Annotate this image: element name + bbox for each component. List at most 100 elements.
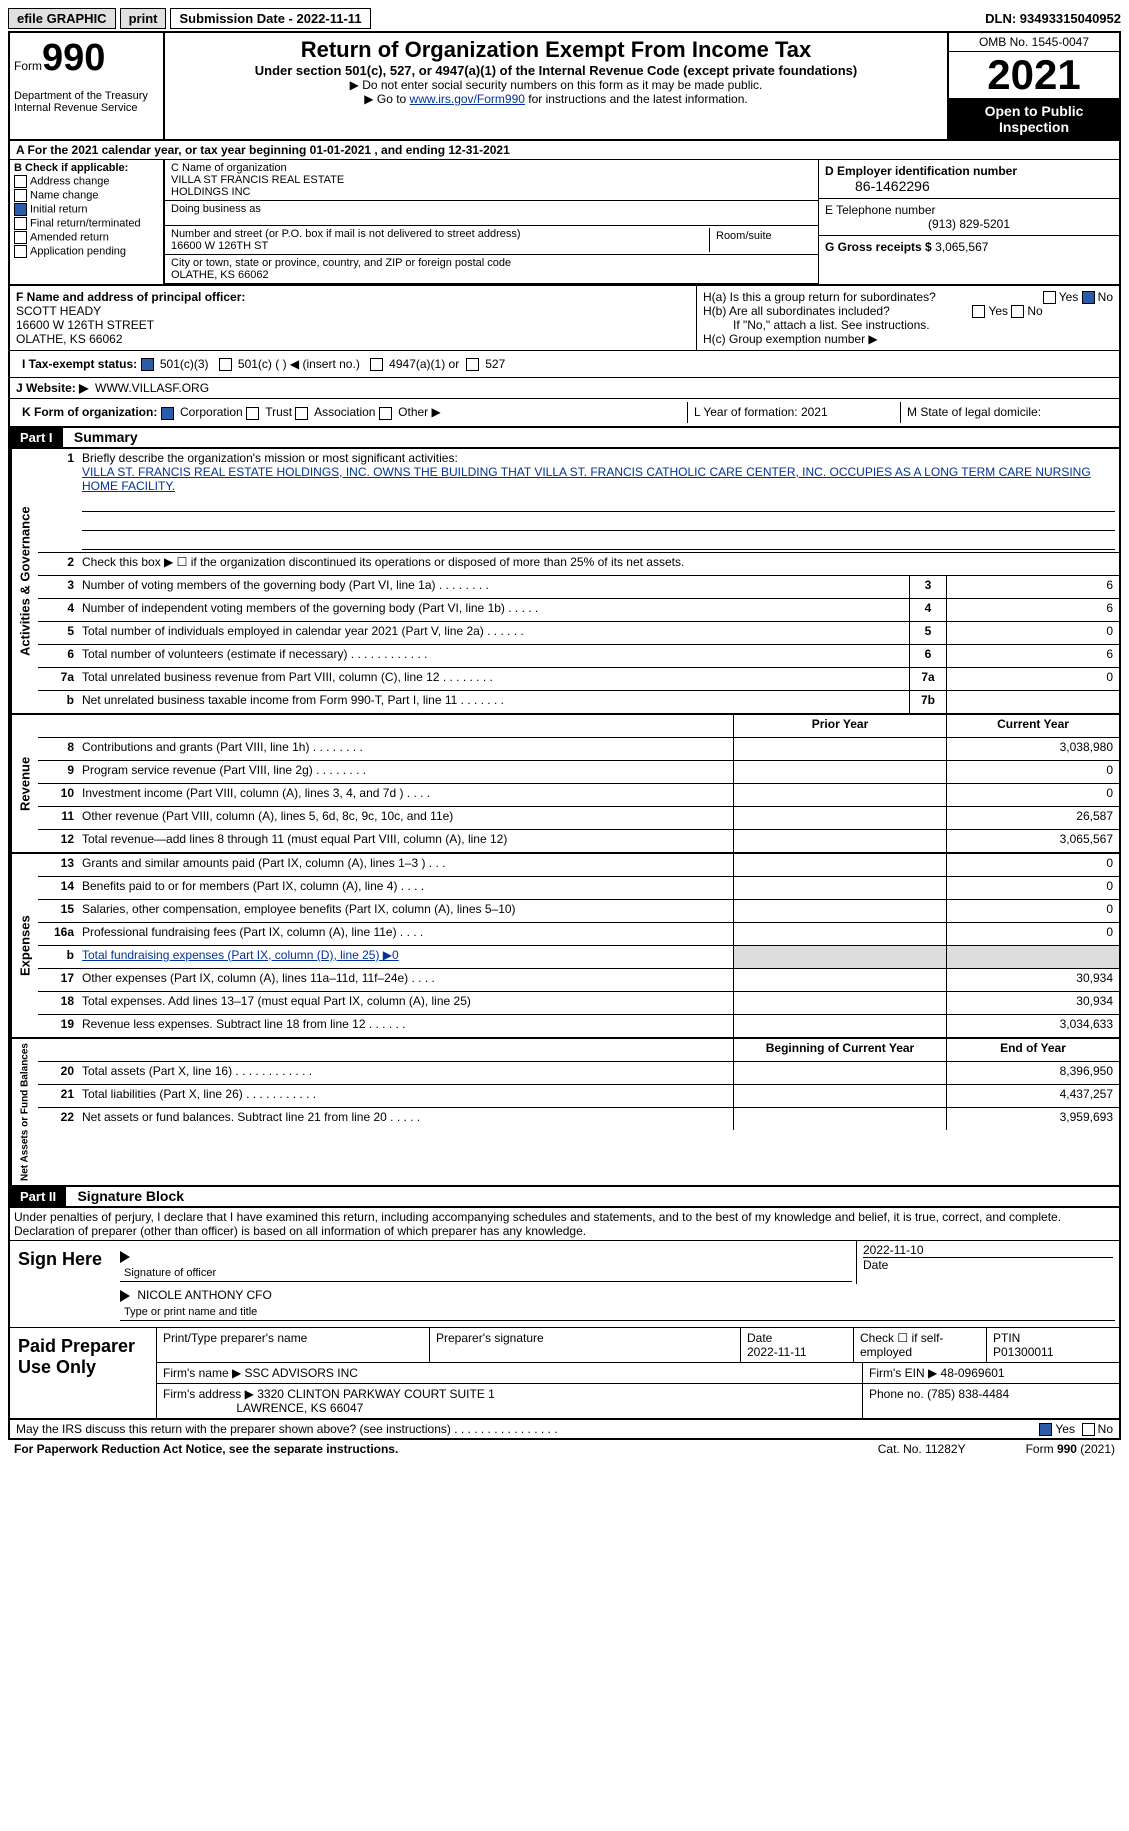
firm-address-cell: Firm's address ▶ 3320 CLINTON PARKWAY CO… xyxy=(157,1384,863,1418)
arrow-icon-2 xyxy=(120,1290,130,1302)
discuss-yes-no: Yes No xyxy=(1039,1422,1113,1436)
assoc-label: Association xyxy=(314,405,375,419)
line15: Salaries, other compensation, employee b… xyxy=(78,900,733,922)
sig-date-label: Date xyxy=(863,1257,1113,1272)
check-501c3[interactable] xyxy=(141,358,154,371)
org-name-2: HOLDINGS INC xyxy=(171,186,812,198)
part2-title: Signature Block xyxy=(69,1188,184,1204)
preparer-name-label: Print/Type preparer's name xyxy=(157,1328,430,1362)
b-label: B Check if applicable: xyxy=(14,162,128,174)
line20: Total assets (Part X, line 16) . . . . .… xyxy=(78,1062,733,1084)
line2: Check this box ▶ ☐ if the organization d… xyxy=(78,553,1119,575)
line21: Total liabilities (Part X, line 26) . . … xyxy=(78,1085,733,1107)
prep-date-label: Date xyxy=(747,1331,772,1345)
form-subtitle: Under section 501(c), 527, or 4947(a)(1)… xyxy=(171,63,941,78)
l1-text: VILLA ST. FRANCIS REAL ESTATE HOLDINGS, … xyxy=(82,465,1091,493)
efile-button[interactable]: efile GRAPHIC xyxy=(8,8,116,29)
print-button[interactable]: print xyxy=(120,8,167,29)
line8: Contributions and grants (Part VIII, lin… xyxy=(78,738,733,760)
other-label: Other ▶ xyxy=(398,405,441,419)
officer-box: F Name and address of principal officer:… xyxy=(10,286,696,350)
hb-label: H(b) Are all subordinates included? xyxy=(703,304,890,318)
form-990: Form990 Department of the Treasury Inter… xyxy=(8,31,1121,1440)
group-return-box: H(a) Is this a group return for subordin… xyxy=(696,286,1119,350)
irs-link[interactable]: www.irs.gov/Form990 xyxy=(410,92,525,106)
prep-date-value: 2022-11-11 xyxy=(747,1345,807,1359)
gross-label: G Gross receipts $ xyxy=(825,240,932,254)
self-employed-check: Check ☐ if self-employed xyxy=(854,1328,987,1362)
check-name-change[interactable] xyxy=(14,189,27,202)
officer-city: OLATHE, KS 66062 xyxy=(16,332,690,346)
no-label2: No xyxy=(1027,304,1042,318)
instructions-link-line: ▶ Go to www.irs.gov/Form990 for instruct… xyxy=(171,92,941,106)
c12: 3,065,567 xyxy=(946,830,1119,852)
v7b xyxy=(946,691,1119,713)
top-toolbar: efile GRAPHIC print Submission Date - 20… xyxy=(8,8,1121,29)
v3: 6 xyxy=(946,576,1119,598)
discuss-no[interactable] xyxy=(1082,1423,1095,1436)
yes-label3: Yes xyxy=(1055,1422,1075,1436)
v4: 6 xyxy=(946,599,1119,621)
ssn-warning: ▶ Do not enter social security numbers o… xyxy=(171,78,941,92)
application-label: Application pending xyxy=(30,245,126,257)
c-label: 501(c) ( ) ◀ (insert no.) xyxy=(238,357,360,371)
initial-return-label: Initial return xyxy=(30,203,87,215)
vert-revenue: Revenue xyxy=(10,715,38,852)
c19: 3,034,633 xyxy=(946,1015,1119,1037)
line18: Total expenses. Add lines 13–17 (must eq… xyxy=(78,992,733,1014)
a1-label: 4947(a)(1) or xyxy=(389,357,459,371)
line9: Program service revenue (Part VIII, line… xyxy=(78,761,733,783)
c10: 0 xyxy=(946,784,1119,806)
check-amended[interactable] xyxy=(14,231,27,244)
check-final-return[interactable] xyxy=(14,217,27,230)
firm-name-value: SSC ADVISORS INC xyxy=(245,1366,358,1380)
submission-date: Submission Date - 2022-11-11 xyxy=(170,8,370,29)
inspect-line2: Inspection xyxy=(951,119,1117,135)
check-address-change[interactable] xyxy=(14,175,27,188)
amended-label: Amended return xyxy=(30,231,109,243)
omb-number: OMB No. 1545-0047 xyxy=(949,33,1119,52)
ha-yes[interactable] xyxy=(1043,291,1056,304)
check-initial-return[interactable] xyxy=(14,203,27,216)
line17: Other expenses (Part IX, column (A), lin… xyxy=(78,969,733,991)
check-527[interactable] xyxy=(466,358,479,371)
hb-no[interactable] xyxy=(1011,305,1024,318)
line7a: Total unrelated business revenue from Pa… xyxy=(78,668,909,690)
ein-value: 86-1462296 xyxy=(825,178,1113,194)
discuss-line: May the IRS discuss this return with the… xyxy=(16,1422,1039,1436)
check-4947[interactable] xyxy=(370,358,383,371)
c9: 0 xyxy=(946,761,1119,783)
ha-no[interactable] xyxy=(1082,291,1095,304)
line16a: Professional fundraising fees (Part IX, … xyxy=(78,923,733,945)
check-corp[interactable] xyxy=(161,407,174,420)
firm-name-label: Firm's name ▶ xyxy=(163,1366,241,1380)
preparer-signature-label: Preparer's signature xyxy=(430,1328,741,1362)
check-application[interactable] xyxy=(14,245,27,258)
city-box: City or town, state or province, country… xyxy=(164,255,818,284)
line16b: Total fundraising expenses (Part IX, col… xyxy=(78,946,733,968)
line22: Net assets or fund balances. Subtract li… xyxy=(78,1108,733,1130)
line5: Total number of individuals employed in … xyxy=(78,622,909,644)
c20: 8,396,950 xyxy=(946,1062,1119,1084)
prior-year-header: Prior Year xyxy=(733,715,946,737)
typed-name-label: Type or print name and title xyxy=(120,1304,1115,1321)
line12: Total revenue—add lines 8 through 11 (mu… xyxy=(78,830,733,852)
check-assoc[interactable] xyxy=(295,407,308,420)
firm-phone-label: Phone no. xyxy=(869,1387,924,1401)
check-501c[interactable] xyxy=(219,358,232,371)
gross-value: 3,065,567 xyxy=(935,240,988,254)
v5: 0 xyxy=(946,622,1119,644)
dept-treasury: Department of the Treasury Internal Reve… xyxy=(14,90,159,114)
ein-label: D Employer identification number xyxy=(825,164,1017,178)
check-other[interactable] xyxy=(379,407,392,420)
room-suite: Room/suite xyxy=(709,228,812,252)
line1-mission: Briefly describe the organization's miss… xyxy=(78,449,1119,552)
sig-date-value: 2022-11-10 xyxy=(863,1243,1113,1257)
state-domicile: M State of legal domicile: xyxy=(901,402,1113,422)
check-trust[interactable] xyxy=(246,407,259,420)
f-label: F Name and address of principal officer: xyxy=(16,290,245,304)
vert-net-assets: Net Assets or Fund Balances xyxy=(10,1039,38,1185)
line10: Investment income (Part VIII, column (A)… xyxy=(78,784,733,806)
discuss-yes[interactable] xyxy=(1039,1423,1052,1436)
hb-yes[interactable] xyxy=(972,305,985,318)
